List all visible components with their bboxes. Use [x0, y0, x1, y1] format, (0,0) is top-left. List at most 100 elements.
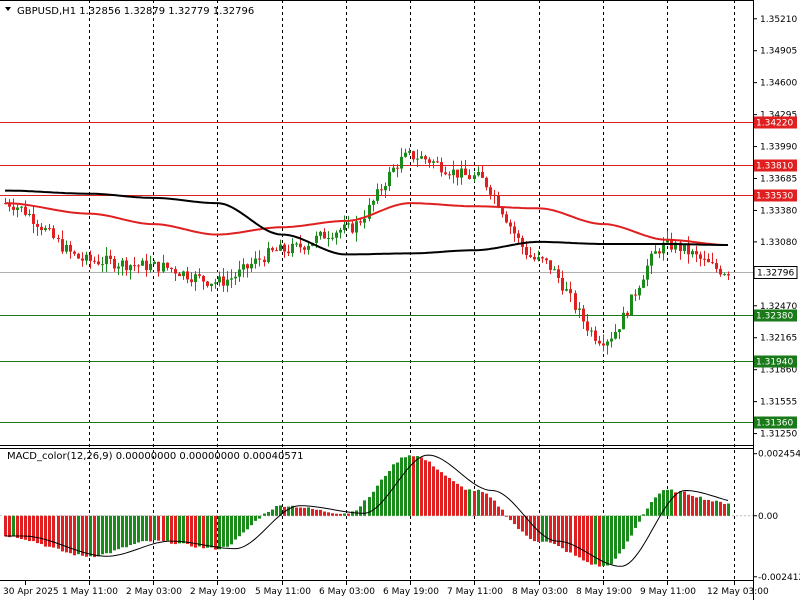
resistance-level-label: 1.33810 — [756, 162, 793, 172]
bear-candle — [549, 260, 552, 270]
macd-bar — [497, 506, 500, 516]
macd-bar — [452, 481, 455, 516]
bear-candle — [166, 262, 169, 268]
macd-bar — [174, 515, 177, 545]
bull-candle — [254, 258, 257, 264]
moving-averages — [4, 189, 728, 256]
macd-bar — [226, 515, 229, 547]
bear-candle — [299, 243, 302, 248]
macd-bar — [408, 455, 411, 516]
bull-candle — [622, 312, 625, 330]
macd-bar — [380, 479, 383, 516]
bull-candle — [452, 169, 455, 176]
macd-bar — [513, 515, 516, 525]
bear-candle — [271, 248, 274, 251]
macd-bar — [198, 515, 201, 547]
macd-bar — [149, 515, 152, 542]
macd-bar — [428, 461, 431, 516]
price-axis-label: 1.31555 — [760, 398, 797, 408]
macd-bar — [683, 491, 686, 516]
bull-candle — [105, 255, 108, 265]
macd-bar — [222, 515, 225, 547]
macd-bar — [533, 515, 536, 542]
macd-bar — [622, 515, 625, 550]
macd-bar — [674, 492, 677, 516]
macd-bar — [323, 511, 326, 516]
macd-bar — [311, 508, 314, 516]
bull-candle — [153, 261, 156, 264]
macd-bar — [707, 499, 710, 516]
current-price-label: 1.32796 — [757, 269, 794, 279]
macd-bar — [396, 462, 399, 516]
macd-bar — [65, 515, 68, 553]
macd-bar — [250, 515, 253, 526]
macd-bar — [561, 515, 564, 549]
bear-candle — [77, 253, 80, 259]
time-axis-label: 8 May 03:00 — [512, 587, 568, 597]
bear-candle — [715, 263, 718, 269]
bull-candle — [432, 161, 435, 163]
bull-candle — [214, 282, 217, 284]
bull-candle — [85, 254, 88, 261]
macd-bar — [40, 515, 43, 545]
macd-bar — [93, 515, 96, 558]
macd-bar — [392, 464, 395, 516]
bear-candle — [448, 174, 451, 176]
time-axis-label: 5 May 11:00 — [255, 587, 311, 597]
bear-candle — [36, 223, 39, 227]
bear-candle — [157, 261, 160, 272]
bull-candle — [372, 200, 375, 205]
macd-bar — [557, 515, 560, 547]
macd-bar — [129, 515, 132, 546]
price-axis-label: 1.31860 — [760, 366, 797, 376]
resistance-level-tag — [754, 189, 797, 202]
support-level-tag — [754, 355, 797, 368]
bear-candle — [97, 261, 100, 265]
macd-bar — [723, 503, 726, 516]
fast-ma-line — [4, 202, 728, 246]
bull-candle — [331, 237, 334, 239]
bull-candle — [129, 265, 132, 271]
macd-bar — [347, 513, 350, 516]
bull-candle — [618, 329, 621, 333]
bear-candle — [198, 274, 201, 276]
macd-bar — [464, 489, 467, 516]
macd-bar — [133, 515, 136, 545]
bear-candle — [557, 269, 560, 278]
macd-bar — [521, 515, 524, 532]
bull-candle — [683, 244, 686, 252]
macd-bar — [586, 515, 589, 563]
collapse-triangle-icon[interactable] — [5, 7, 11, 11]
macd-bar — [468, 489, 471, 516]
bear-candle — [501, 207, 504, 215]
bull-candle — [650, 253, 653, 266]
bear-candle — [699, 254, 702, 259]
level-labels: 1.34220 1.33810 1.33530 1.32380 1.31940 1.313… — [753, 116, 798, 429]
bear-candle — [574, 293, 577, 310]
bull-candle — [315, 235, 318, 243]
macd-bar — [258, 515, 261, 519]
macd-bar — [85, 515, 88, 557]
bull-candle — [642, 279, 645, 288]
bear-candle — [89, 254, 92, 261]
bull-candle — [182, 271, 185, 277]
macd-bar — [295, 507, 298, 516]
bull-candle — [210, 283, 213, 286]
price-axis-label: 1.34295 — [760, 111, 797, 121]
macd-bar — [565, 515, 568, 552]
macd-bar — [230, 515, 233, 545]
bull-candle — [16, 207, 19, 210]
macd-bar — [279, 505, 282, 516]
macd-histogram — [0, 454, 753, 567]
macd-bar — [711, 501, 714, 516]
macd-bar — [166, 515, 169, 541]
bear-candle — [24, 206, 27, 215]
bear-candle — [283, 244, 286, 252]
macd-bar — [505, 515, 508, 517]
price-axis-label: 1.33080 — [760, 238, 797, 248]
macd-bar — [57, 515, 60, 549]
bull-candle — [553, 269, 556, 271]
macd-bar — [448, 477, 451, 516]
bull-candle — [339, 229, 342, 233]
bear-candle — [509, 222, 512, 227]
